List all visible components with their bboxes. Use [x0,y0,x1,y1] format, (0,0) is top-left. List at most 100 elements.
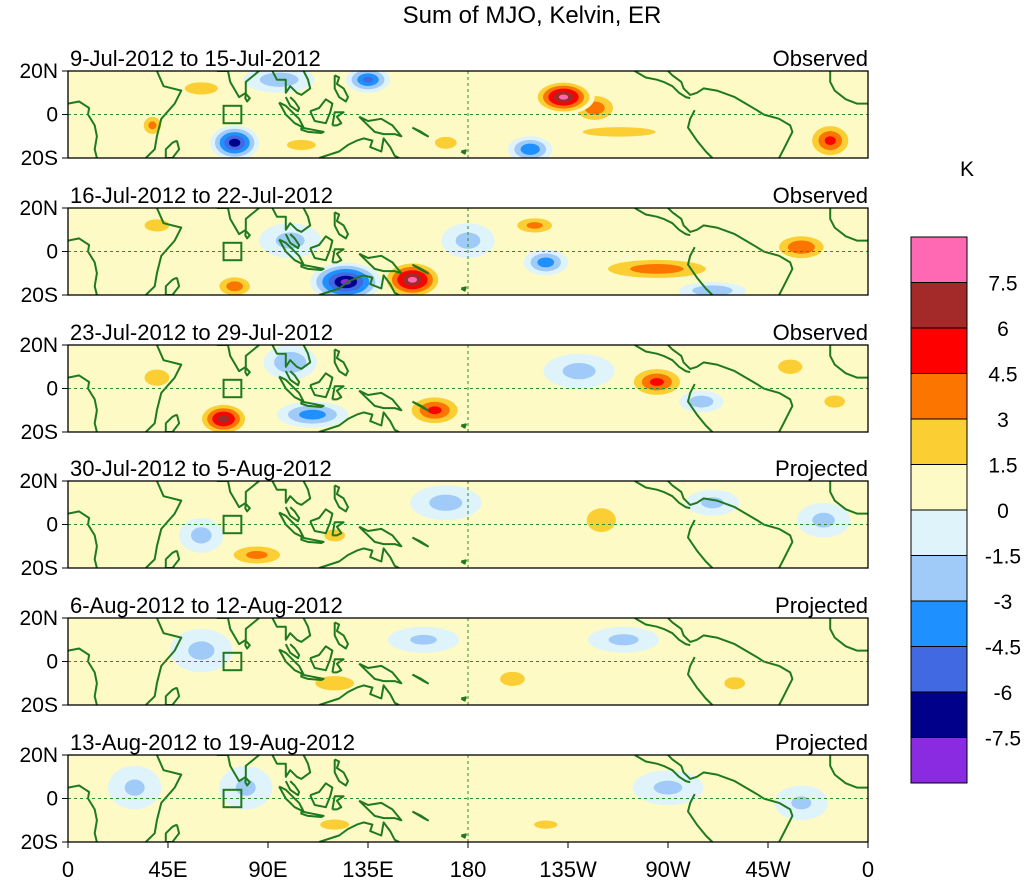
coast-india [216,71,260,99]
anomaly-contour [824,395,845,408]
coast-mexico [634,481,691,510]
x-tick-label: 180 [450,857,487,882]
coast-caribbean [667,208,765,253]
coast-madagascar [164,686,181,705]
panel-period: 9-Jul-2012 to 15-Jul-2012 [70,46,321,71]
colorbar-swatch [910,646,968,693]
coast-africa-east [145,345,183,432]
anomaly-contour [144,219,170,232]
coast-solomons [411,400,429,412]
coast-mexico [634,345,691,374]
coast-borneo [309,645,334,672]
coast-malaya [284,643,301,660]
coast-philippines [333,758,349,787]
anomaly-contour [429,494,463,511]
coast-indochina [271,71,312,96]
coast-malaya [284,233,301,250]
coast-india [216,208,260,236]
anomaly-contour [410,634,437,645]
anomaly-contour [562,363,596,380]
colorbar-swatch [910,509,968,556]
coast-south-america-west [687,383,714,432]
coast-sulawesi [331,248,345,264]
coast-fiji [460,833,467,839]
y-tick-label: 20N [19,197,58,220]
anomaly-contour [787,240,815,254]
panels-group: 20N 0 20S 9-Jul-2012 to 15-Jul-2012 Observed… [19,46,869,854]
panel-1: 20N 0 20S 9-Jul-2012 to 15-Jul-2012 Observed [19,46,869,170]
anomaly-contour [824,136,836,145]
y-tick-label: 20N [19,60,58,83]
coast-australia [318,684,400,705]
coast-sulawesi [331,521,345,537]
coast-java [300,673,325,681]
coast-west-africa [829,345,868,379]
coast-newguinea [358,115,403,138]
coast-brazil [763,660,794,705]
coastlines [68,481,868,568]
colorbar-swatch [910,373,968,420]
anomaly-contour [791,796,812,810]
coast-caribbean [667,71,765,116]
panel-status: Projected [775,593,868,618]
panel-period: 23-Jul-2012 to 29-Jul-2012 [70,320,333,345]
y-tick-label: 0 [46,651,58,674]
anomaly-contour [148,121,157,130]
anomaly-contour [653,780,683,795]
y-tick-label: 20S [21,694,58,717]
anomaly-contour [217,414,230,423]
coast-indochina [271,345,312,370]
box-region [222,788,243,809]
y-tick-label: 20N [19,607,58,630]
coast-madagascar [164,413,181,432]
anomaly-contour [226,281,244,292]
coast-newguinea [358,799,403,822]
coast-java [300,536,325,544]
coast-brazil [763,113,794,158]
anomaly-contour [692,285,733,295]
anomaly-contour [188,641,215,660]
coast-indochina [271,618,312,643]
coast-australia [318,547,400,568]
coast-philippines [333,74,349,103]
anomaly-contour [526,222,543,229]
coast-australia [318,137,400,158]
coast-caribbean [667,481,765,526]
anomaly-contour [724,677,745,690]
coast-malaya [284,780,301,797]
coast-java [300,126,325,134]
coast-srilanka [244,367,251,377]
panel-status: Projected [775,456,868,481]
coast-africa-east [145,208,183,295]
colorbar-label: 6 [997,318,1009,341]
coast-brazil [763,387,794,432]
panel-4: 20N 0 20S 30-Jul-2012 to 5-Aug-2012 Projecte… [19,456,869,580]
anomaly-field [68,618,868,705]
coast-srilanka [244,503,251,513]
anomaly-contour [363,76,373,83]
anomaly-contour [124,779,145,796]
coast-africa-east [145,71,183,158]
colorbar-label: -1.5 [985,546,1021,569]
coast-africa-east [145,755,183,842]
anomaly-contour [315,676,355,691]
y-tick-label: 0 [46,514,58,537]
coast-newguinea [358,525,403,548]
anomaly-contour [191,527,212,544]
anomaly-contour [144,369,170,386]
panel-period: 13-Aug-2012 to 19-Aug-2012 [70,730,355,755]
x-tick-label: 0 [62,857,74,882]
coast-australia [318,821,400,842]
panel-status: Projected [775,730,868,755]
coast-solomons [411,536,429,548]
anomaly-contour [520,143,540,155]
colorbar-swatch [910,282,968,329]
coast-srilanka [244,93,251,103]
x-axis: 0 45E 90E 135E 180 135W 90W 45W 0 [62,842,874,882]
y-tick-label: 20S [21,557,58,580]
coast-west-africa [829,618,868,652]
coast-java [300,263,325,271]
coast-madagascar [164,139,181,158]
colorbar-label: 0 [997,500,1009,523]
coast-caribbean [667,618,765,663]
